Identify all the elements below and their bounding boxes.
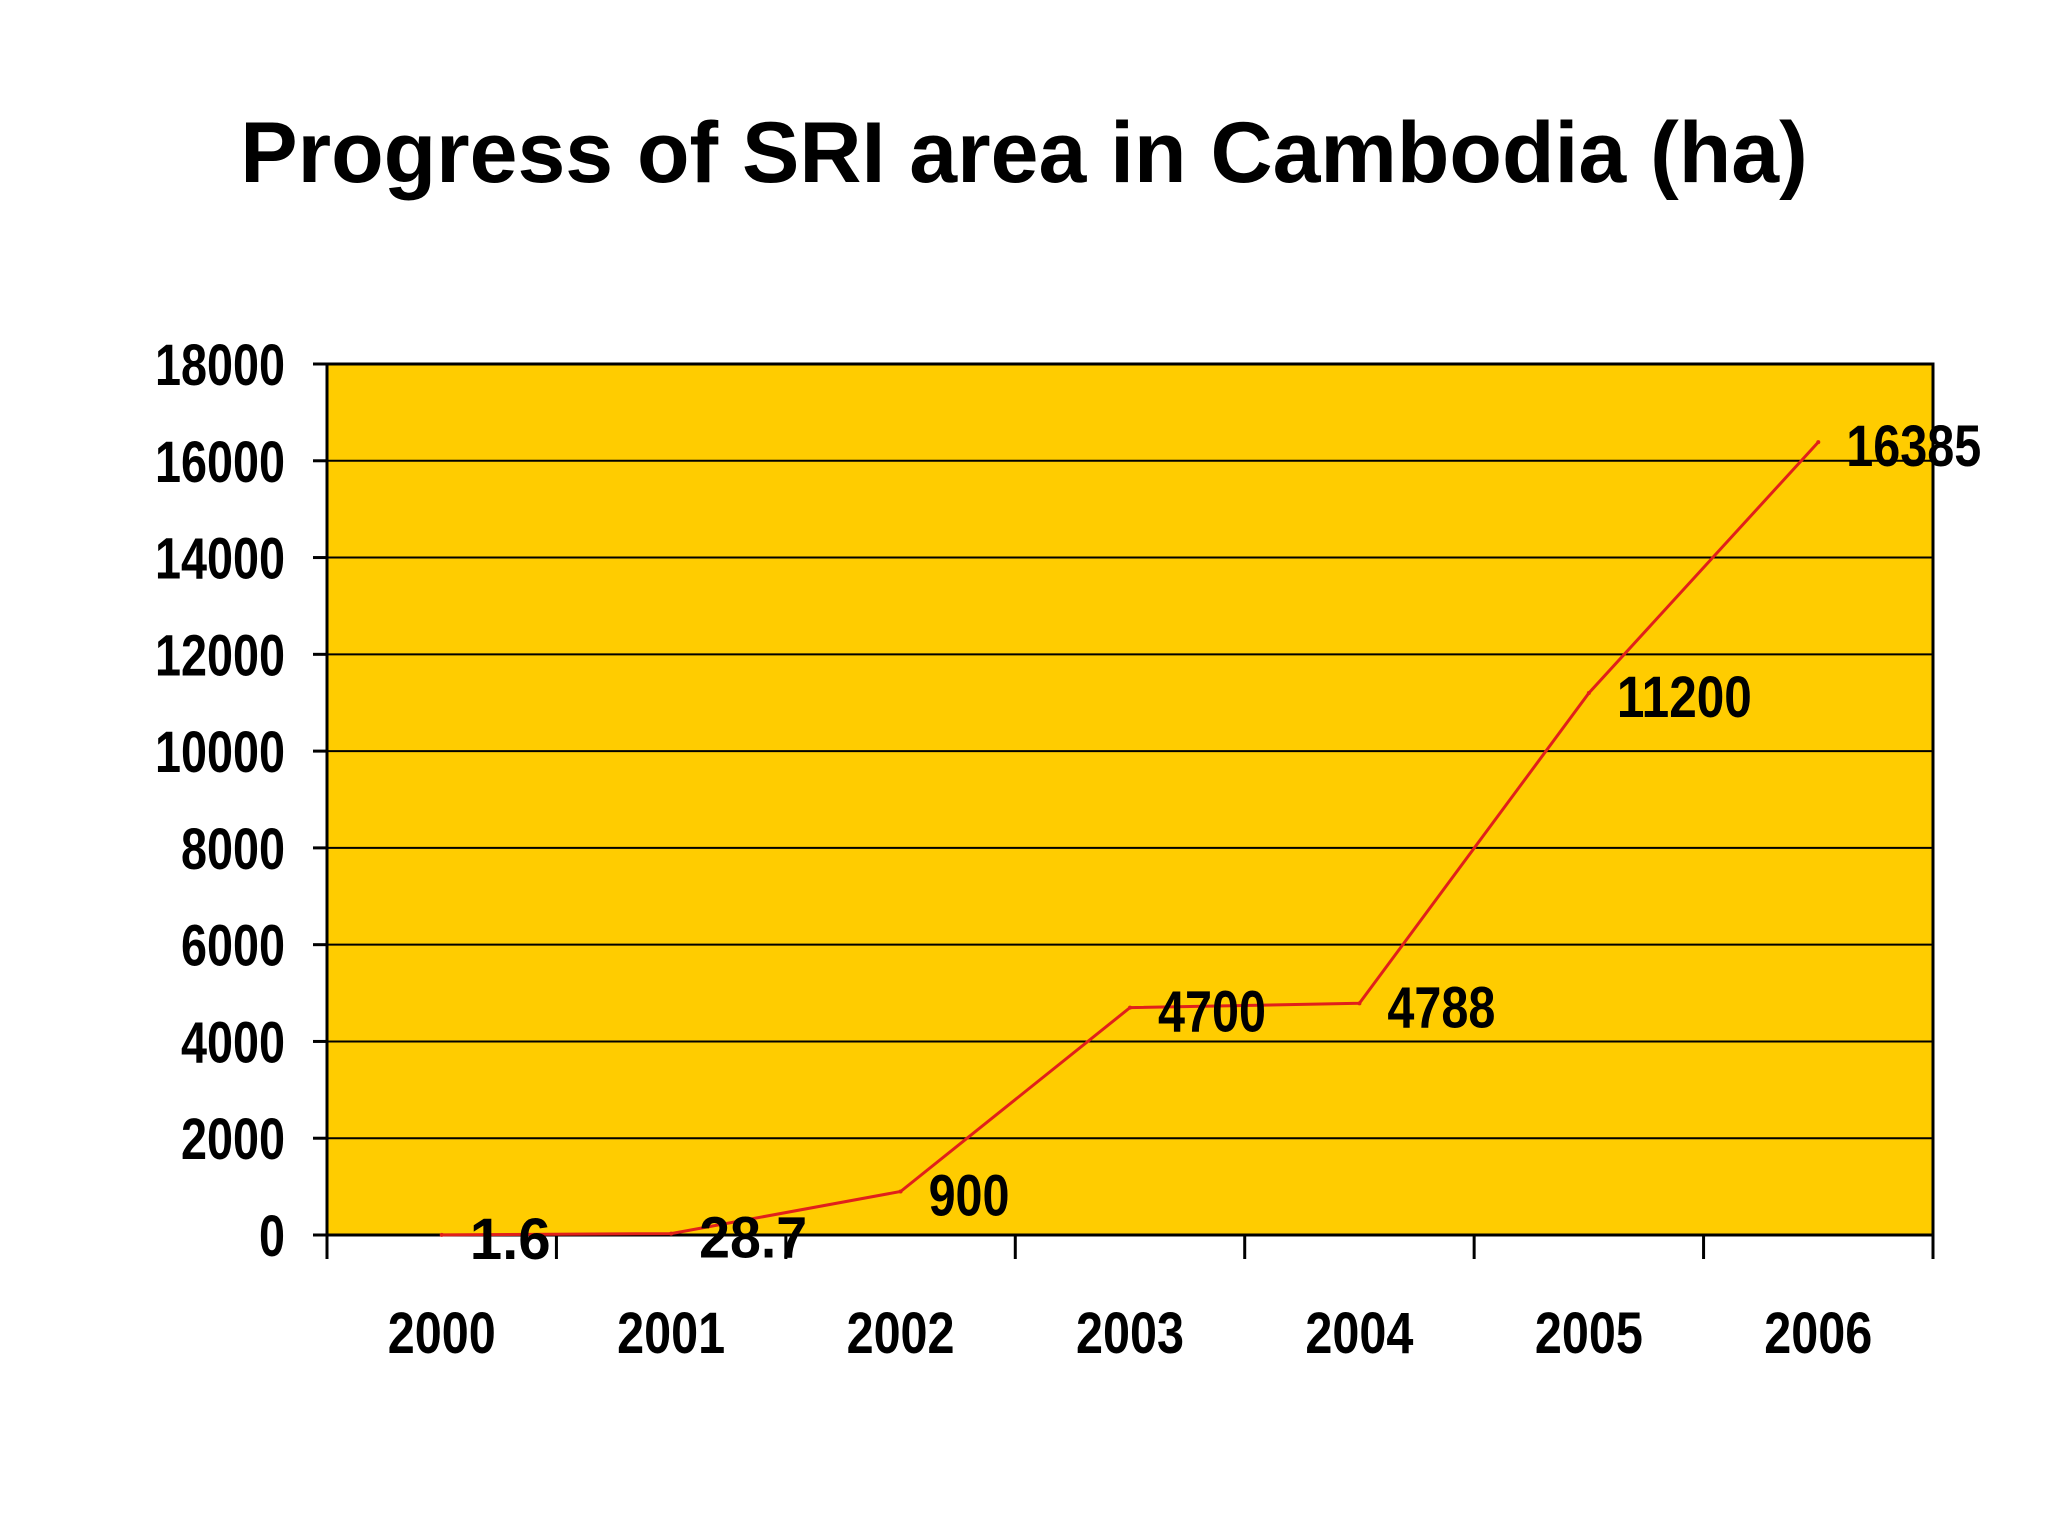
data-label: 11200 (1617, 665, 1752, 730)
data-label: 4700 (1158, 980, 1266, 1045)
y-tick-label: 2000 (181, 1107, 285, 1172)
x-tick-label: 2004 (1305, 1301, 1413, 1366)
y-tick-label: 6000 (181, 914, 285, 979)
y-tick-label: 0 (259, 1204, 285, 1269)
data-point (1128, 1005, 1132, 1010)
plot-area (325, 362, 1935, 1237)
data-point (898, 1189, 903, 1194)
data-point (1586, 691, 1591, 696)
y-tick-label: 18000 (155, 333, 285, 398)
x-tick-label: 2000 (388, 1301, 496, 1366)
data-point (439, 1232, 444, 1237)
y-tick-label: 12000 (155, 623, 285, 688)
gridlines (327, 363, 1933, 1140)
data-label: 16385 (1846, 414, 1981, 479)
chart-title: Progress of SRI area in Cambodia (ha) (240, 105, 1808, 201)
y-axis: 0 2000 4000 6000 8000 10000 12000 14000 16000 180… (155, 333, 329, 1269)
x-tick-label: 2001 (617, 1301, 725, 1366)
x-axis: 2000 2001 2002 2003 2004 2005 2006 (325, 1233, 1935, 1366)
data-point (1357, 1001, 1362, 1006)
y-tick-label: 8000 (181, 817, 285, 882)
data-point (1816, 440, 1821, 445)
data-label: 4788 (1387, 975, 1495, 1040)
data-labels: 1.6 28.7 900 4700 4788 11200 16385 (470, 414, 1982, 1272)
data-point (669, 1231, 674, 1236)
data-label: 28.7 (699, 1206, 807, 1271)
y-tick-label: 10000 (155, 720, 285, 785)
y-tick-label: 16000 (155, 430, 285, 495)
x-tick-label: 2006 (1764, 1301, 1872, 1366)
data-label: 1.6 (470, 1207, 551, 1272)
series-layer (439, 440, 1821, 1237)
data-label: 900 (929, 1163, 1010, 1228)
x-tick-label: 2002 (847, 1301, 955, 1366)
y-tick-label: 14000 (155, 527, 285, 592)
y-tick-label: 4000 (181, 1010, 285, 1075)
x-tick-label: 2005 (1535, 1301, 1643, 1366)
x-tick-label: 2003 (1076, 1301, 1184, 1366)
